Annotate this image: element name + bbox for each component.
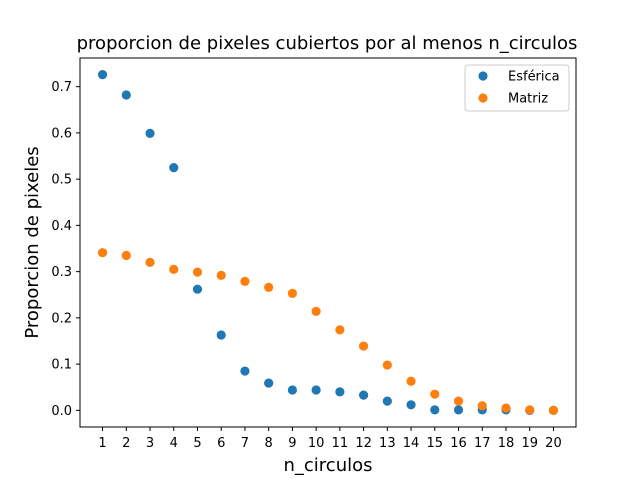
- y-tick-label: 0.6: [51, 126, 72, 141]
- x-tick-label: 14: [403, 436, 420, 451]
- y-tick-label: 0.2: [51, 311, 72, 326]
- data-point: [121, 90, 131, 100]
- data-point: [358, 390, 369, 400]
- x-tick-label: 17: [474, 436, 491, 451]
- series-2: [97, 248, 559, 415]
- data-point: [335, 325, 345, 335]
- plot-area-frame: [79, 57, 577, 428]
- x-tick-label: 11: [332, 436, 349, 451]
- data-point: [169, 162, 179, 173]
- y-tick-label: 0.3: [51, 265, 72, 280]
- x-tick-label: 9: [288, 436, 296, 451]
- data-point: [406, 376, 416, 386]
- data-point: [216, 270, 226, 280]
- x-tick-label: 2: [122, 436, 130, 451]
- series-1: [97, 70, 559, 415]
- data-point: [382, 360, 392, 370]
- data-point: [525, 405, 535, 415]
- x-tick-label: 15: [427, 436, 444, 451]
- chart-title: proporcion de pixeles cubiertos por al m…: [77, 33, 578, 54]
- data-point: [477, 401, 487, 411]
- x-tick-label: 7: [241, 436, 249, 451]
- y-axis-label: Proporcion de pixeles: [22, 146, 43, 338]
- data-point: [501, 403, 511, 413]
- y-tick-label: 0.7: [51, 80, 72, 95]
- x-tick-label: 18: [498, 436, 515, 451]
- data-point: [311, 306, 321, 316]
- data-point: [169, 264, 179, 274]
- data-point: [382, 396, 392, 406]
- data-point: [406, 400, 416, 410]
- data-point: [264, 282, 274, 292]
- data-point: [453, 405, 464, 415]
- data-point: [240, 366, 250, 376]
- data-point: [453, 396, 464, 406]
- x-tick-label: 19: [521, 436, 538, 451]
- data-point: [192, 267, 203, 277]
- data-point: [240, 276, 250, 286]
- x-tick-label: 5: [193, 436, 201, 451]
- data-point: [121, 250, 131, 261]
- legend-box: [464, 64, 570, 112]
- data-point: [311, 385, 321, 395]
- data-point: [430, 389, 440, 399]
- legend-marker: [478, 93, 488, 103]
- data-point: [97, 70, 108, 80]
- y-tick-label: 0.4: [51, 219, 72, 234]
- y-axis-ticks: 0.0 0.1 0.2 0.3 0.4 0.5 0.6 0.7: [51, 80, 80, 419]
- x-axis-ticks: 1 2 3 4 5 6 7 8 9 10 11 12 13 14 15 16 17 18 19 20: [98, 427, 562, 451]
- data-point: [192, 284, 203, 294]
- data-point: [97, 248, 108, 258]
- x-tick-label: 12: [355, 436, 372, 451]
- data-point: [145, 257, 155, 267]
- y-tick-label: 0.5: [51, 173, 72, 188]
- data-point: [287, 288, 298, 298]
- x-tick-label: 1: [98, 436, 106, 451]
- data-point: [264, 378, 274, 388]
- plot-series: [97, 70, 559, 415]
- data-point: [430, 405, 440, 415]
- data-point: [287, 385, 298, 395]
- x-tick-label: 3: [146, 436, 154, 451]
- x-tick-label: 8: [265, 436, 273, 451]
- x-tick-label: 20: [545, 436, 562, 451]
- data-point: [548, 405, 559, 415]
- y-tick-label: 0.1: [51, 358, 72, 373]
- legend-label: Esférica: [508, 70, 560, 85]
- data-point: [358, 341, 369, 351]
- x-tick-label: 10: [308, 436, 325, 451]
- x-tick-label: 6: [217, 436, 225, 451]
- data-point: [145, 128, 155, 138]
- legend: Esférica Matriz: [464, 64, 570, 112]
- data-point: [335, 387, 345, 397]
- x-tick-label: 16: [450, 436, 467, 451]
- legend-label: Matriz: [508, 92, 548, 107]
- data-point: [216, 330, 226, 340]
- x-axis-label: n_circulos: [283, 455, 372, 476]
- x-tick-label: 13: [379, 436, 396, 451]
- y-tick-label: 0.0: [51, 404, 72, 419]
- legend-marker: [478, 71, 488, 81]
- x-tick-label: 4: [170, 436, 178, 451]
